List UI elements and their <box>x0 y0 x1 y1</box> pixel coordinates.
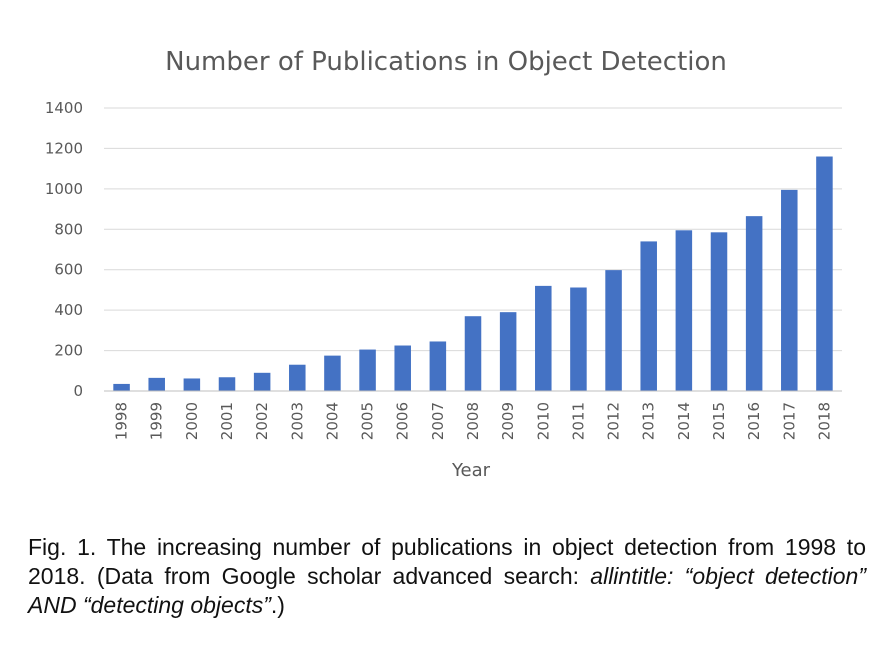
bar-chart: Number of Publications in Object Detecti… <box>45 47 842 481</box>
bar-2013 <box>640 241 657 391</box>
y-tick-label: 1400 <box>45 99 83 117</box>
caption-suffix: .) <box>270 592 285 618</box>
x-tick-label: 2015 <box>710 402 728 440</box>
bar-2015 <box>710 232 728 391</box>
y-tick-label: 800 <box>54 220 83 238</box>
chart-title: Number of Publications in Object Detecti… <box>165 47 727 77</box>
x-tick-label: 2003 <box>288 402 306 440</box>
bar-1998 <box>113 383 130 391</box>
x-tick-label: 2011 <box>569 402 587 440</box>
y-tick-label: 600 <box>54 261 83 279</box>
x-tick-label: 2006 <box>394 402 412 440</box>
bar-2003 <box>289 364 306 391</box>
x-tick-label: 2007 <box>429 402 447 440</box>
x-tick-label: 2004 <box>323 402 341 440</box>
bar-2016 <box>745 216 763 391</box>
bar-2017 <box>781 189 798 391</box>
bar-2009 <box>499 312 517 391</box>
x-tick-label: 2009 <box>499 402 517 440</box>
bar-2011 <box>570 287 587 391</box>
gridlines <box>104 107 842 352</box>
bar-2007 <box>429 341 447 391</box>
bar-2014 <box>675 230 693 391</box>
bar-2004 <box>324 355 341 391</box>
x-tick-label: 2001 <box>218 402 236 440</box>
bar-2006 <box>394 345 411 391</box>
x-tick-label: 2018 <box>815 402 833 440</box>
x-tick-label: 2014 <box>675 402 693 440</box>
x-tick-label: 2010 <box>534 402 552 440</box>
x-tick-label: 2016 <box>745 402 763 440</box>
bar-2010 <box>535 285 552 391</box>
figure-caption: Fig. 1. The increasing number of publica… <box>28 533 866 620</box>
y-axis-ticks: 0 200 400 600 800 1000 1200 1400 <box>45 99 83 400</box>
y-tick-label: 1000 <box>45 180 83 198</box>
bar-2000 <box>183 378 201 391</box>
x-axis-title: Year <box>451 460 491 481</box>
x-tick-label: 1998 <box>113 402 131 440</box>
bars <box>113 156 833 391</box>
bar-2012 <box>605 270 622 391</box>
x-tick-label: 2012 <box>605 402 623 440</box>
bar-2018 <box>816 156 833 391</box>
bar-2002 <box>253 372 271 391</box>
bar-1999 <box>148 377 165 391</box>
caption-text: Fig. 1. The increasing number of publica… <box>28 534 866 589</box>
y-tick-label: 1200 <box>45 139 83 157</box>
x-tick-label: 2000 <box>183 402 201 440</box>
x-tick-label: 2005 <box>359 402 377 440</box>
bar-2008 <box>464 316 482 391</box>
x-tick-label: 2017 <box>780 402 798 440</box>
x-tick-label: 1999 <box>148 402 166 440</box>
bar-2001 <box>218 377 236 391</box>
x-tick-label: 2013 <box>640 402 658 440</box>
y-tick-label: 0 <box>73 382 83 400</box>
bar-2005 <box>359 349 376 391</box>
caption-query: allintitle: “object detection” AND “dete… <box>28 563 867 618</box>
x-axis-ticks: 1998 1999 2000 2001 2002 2003 2004 2005 2006 2007… <box>113 402 834 440</box>
y-tick-label: 200 <box>54 342 83 360</box>
x-tick-label: 2008 <box>464 402 482 440</box>
x-tick-label: 2002 <box>253 402 271 440</box>
y-tick-label: 400 <box>54 301 83 319</box>
